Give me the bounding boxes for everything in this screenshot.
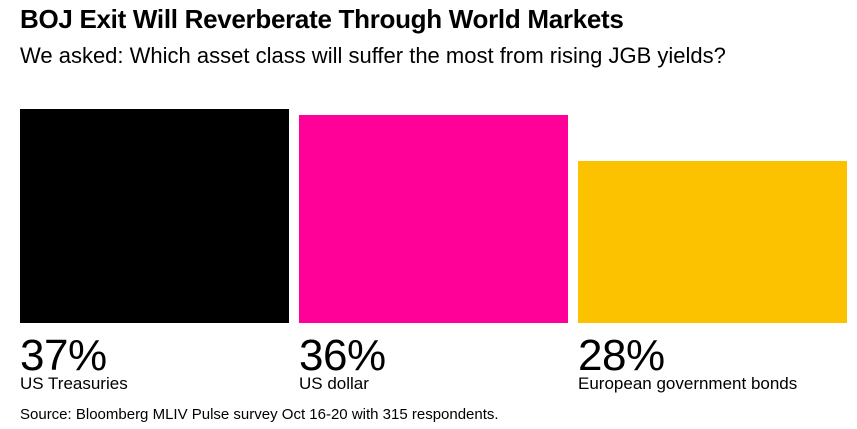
value-label: 37% <box>20 331 107 380</box>
bar-us-dollar <box>299 115 568 323</box>
chart-subtitle: We asked: Which asset class will suffer … <box>20 43 726 68</box>
value-label: 28% <box>578 331 665 380</box>
value-label: 36% <box>299 331 386 380</box>
chart-title: BOJ Exit Will Reverberate Through World … <box>20 4 624 34</box>
bar-european-government-bonds <box>578 161 847 323</box>
category-label: US dollar <box>299 374 369 393</box>
category-label: European government bonds <box>578 374 798 393</box>
source-note: Source: Bloomberg MLIV Pulse survey Oct … <box>20 406 499 423</box>
category-label: US Treasuries <box>20 374 128 393</box>
bar-us-treasuries <box>20 109 289 323</box>
